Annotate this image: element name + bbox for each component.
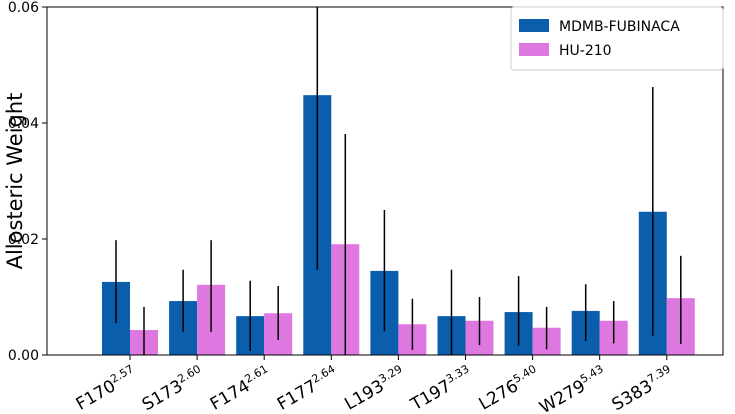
legend-box (510, 6, 724, 71)
x-tick-label: F1742.61 (206, 362, 275, 414)
legend-label: MDMB-FUBINACA (559, 19, 680, 35)
legend-swatch (519, 19, 549, 32)
y-tick-label: 0.06 (8, 0, 39, 16)
category-superscript: 3.33 (444, 362, 472, 386)
category-superscript: 2.57 (108, 362, 136, 386)
y-tick-label: 0.00 (8, 348, 39, 364)
category-name: W279 (536, 376, 589, 414)
category-superscript: 7.39 (645, 362, 673, 386)
y-tick-label: 0.02 (8, 232, 39, 248)
x-tick-label: W2795.43 (535, 362, 610, 414)
plot-frame (46, 6, 724, 356)
x-tick-label: L2765.40 (475, 362, 544, 414)
x-tick-label: F1772.64 (273, 362, 342, 414)
y-axis-label: Allosteric Weight (3, 93, 27, 270)
x-tick-label: T1973.33 (406, 362, 476, 414)
y-tick-label: 0.04 (8, 116, 39, 132)
x-tick-label: L1933.29 (340, 362, 409, 414)
x-tick-label: F1702.57 (72, 362, 141, 414)
x-tick-label: S1732.60 (138, 362, 208, 414)
category-superscript: 2.64 (310, 362, 338, 386)
category-superscript: 2.60 (175, 362, 203, 386)
category-superscript: 2.61 (242, 362, 270, 386)
category-superscript: 3.29 (377, 362, 405, 386)
legend-label: HU-210 (559, 43, 612, 59)
legend-swatch (519, 43, 549, 56)
category-superscript: 5.40 (511, 362, 539, 386)
x-tick-label: S3837.39 (608, 362, 678, 414)
category-superscript: 5.43 (578, 362, 606, 386)
